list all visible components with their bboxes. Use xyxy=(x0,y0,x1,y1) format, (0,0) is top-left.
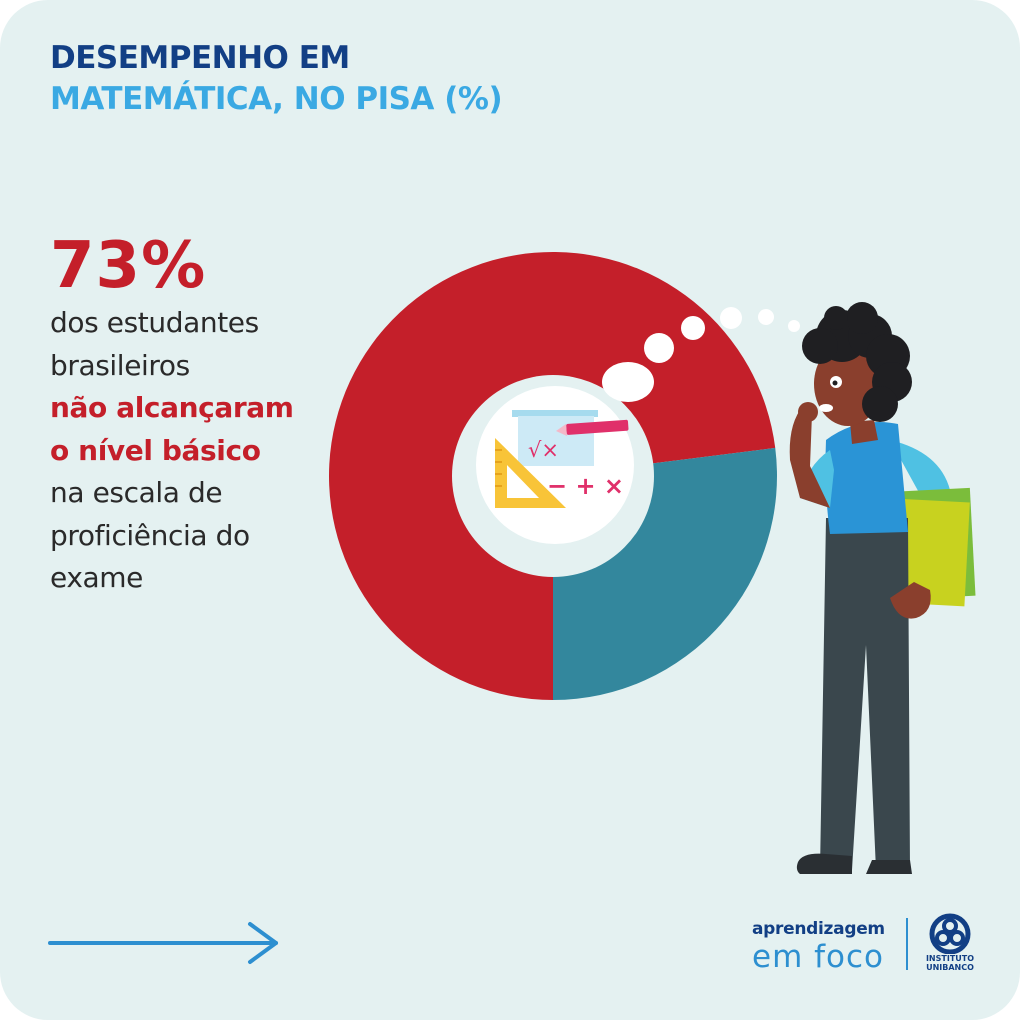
instituto-unibanco-logo xyxy=(929,913,971,954)
brand-line-1: aprendizagem xyxy=(752,919,885,939)
svg-text:√×: √× xyxy=(528,438,559,462)
desc-line-highlight: o nível básico xyxy=(50,433,261,467)
thought-bubbles xyxy=(602,307,800,402)
thinking-student-illustration xyxy=(789,302,976,874)
stat-description: dos estudantes brasileiros não alcançara… xyxy=(50,302,350,600)
brand-wordmark: aprendizagem em foco xyxy=(752,918,885,974)
arrow-right-icon[interactable] xyxy=(48,920,284,966)
math-symbols-icon: √× − + × xyxy=(495,410,629,508)
stat-value: 73% xyxy=(50,229,207,303)
page-title: DESEMPENHO EM MATEMÁTICA, NO PISA (%) xyxy=(50,38,503,120)
title-line-2: MATEMÁTICA, NO PISA (%) xyxy=(50,81,503,117)
desc-line: dos estudantes xyxy=(50,306,259,339)
brand-line-2: em foco xyxy=(752,939,885,975)
logo-text-2: UNIBANCO xyxy=(926,963,974,972)
desc-line: exame xyxy=(50,561,143,594)
title-line-1: DESEMPENHO EM xyxy=(50,40,350,76)
desc-line: na escala de xyxy=(50,476,223,509)
desc-line: brasileiros xyxy=(50,348,190,382)
logo-text-1: INSTITUTO xyxy=(925,954,975,963)
svg-text:− + ×: − + × xyxy=(547,472,624,500)
brand-divider xyxy=(906,918,908,970)
desc-line: proficiência do xyxy=(50,518,250,552)
desc-line-highlight: não alcançaram xyxy=(50,391,294,424)
